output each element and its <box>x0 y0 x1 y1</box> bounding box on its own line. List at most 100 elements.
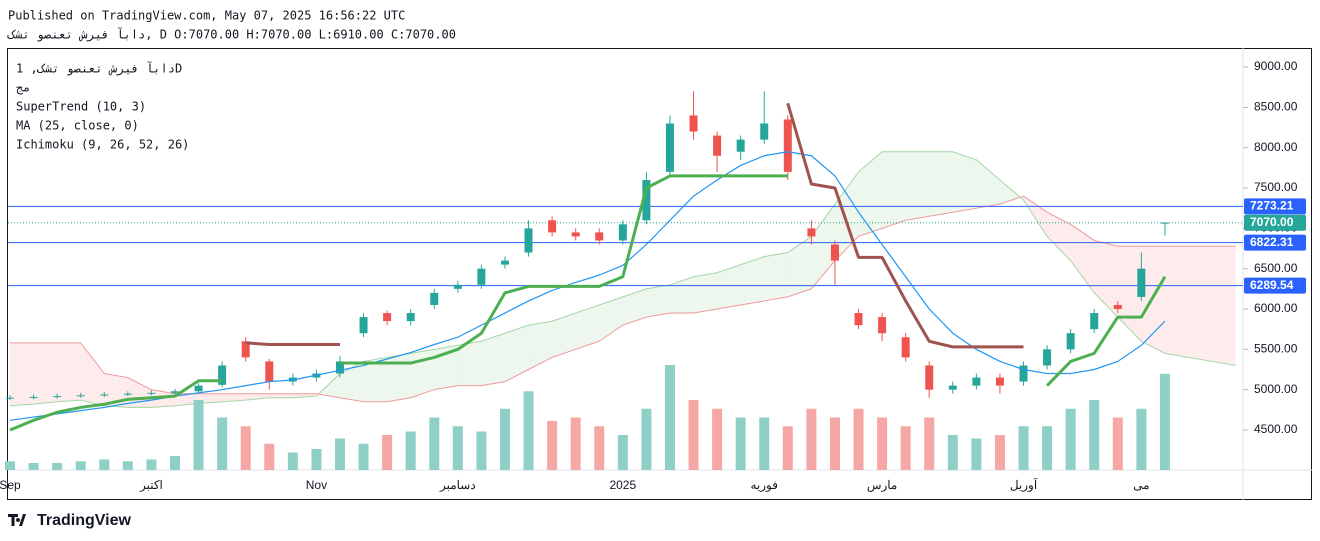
y-tick-label: 6500.00 <box>1254 261 1298 275</box>
candle-body <box>854 313 863 326</box>
candle-body <box>194 385 203 392</box>
candle-body <box>995 377 1004 386</box>
price-label: 6822.31 <box>1250 235 1294 249</box>
volume-bar <box>1018 426 1029 470</box>
span-b <box>10 195 1236 403</box>
cloud <box>457 341 482 386</box>
volume-bar <box>900 426 911 470</box>
x-tick-label: Nov <box>306 478 327 492</box>
candle-body <box>618 224 627 241</box>
volume-bar <box>617 435 628 470</box>
volume-bar <box>759 417 770 470</box>
cloud <box>33 342 58 405</box>
published: Published on TradingView.com, May 07, 20… <box>8 9 405 23</box>
volume-bar <box>641 408 652 470</box>
candle-body <box>100 394 109 396</box>
legend-indicator: Ichimoku (9, 26, 52, 26) <box>16 138 189 152</box>
x-tick-label: فوریه <box>750 478 778 492</box>
candle-body <box>760 123 769 140</box>
legend-indicator: MA (25, close, 0) <box>16 119 139 133</box>
candle-body <box>901 337 910 358</box>
candle-body <box>736 139 745 152</box>
cloud <box>339 361 364 402</box>
volume-bar <box>499 408 510 470</box>
symbol-line: دابآ فیرش تعنصو تشک, D O:7070.00 H:7070.… <box>7 27 456 43</box>
volume-bar <box>193 400 204 470</box>
candle-body <box>595 232 604 241</box>
cloud <box>552 313 576 358</box>
price-label: 7273.21 <box>1250 198 1294 212</box>
cloud <box>905 151 930 221</box>
cloud <box>363 357 388 402</box>
x-tick-label: مارس <box>867 478 898 492</box>
plot: 4500.005000.005500.006000.006500.007000.… <box>0 59 1306 492</box>
cloud <box>717 264 741 310</box>
candle-body <box>241 341 250 358</box>
cloud <box>858 151 883 237</box>
volume-bar <box>240 426 251 470</box>
volume-bar <box>924 417 935 470</box>
x-tick-label: Sep <box>0 478 21 492</box>
candle-body <box>477 268 486 285</box>
volume-bar <box>264 443 275 470</box>
volume-bar <box>334 438 345 470</box>
cloud <box>245 393 270 401</box>
cloud <box>693 272 718 314</box>
cloud <box>10 342 34 406</box>
candle-body <box>524 228 533 253</box>
cloud <box>1047 212 1071 261</box>
cloud <box>882 151 906 229</box>
price-label: 6289.54 <box>1250 278 1294 292</box>
cloud <box>976 159 1000 209</box>
candle-body <box>1066 333 1075 350</box>
y-tick-label: 5500.00 <box>1254 342 1298 356</box>
volume-bar <box>971 438 982 470</box>
x-tick-label: می <box>1133 478 1149 492</box>
volume-bar <box>1159 373 1170 470</box>
candle-body <box>265 361 274 382</box>
y-tick-label: 4500.00 <box>1254 422 1298 436</box>
volume-bar <box>1112 417 1123 470</box>
cloud <box>387 353 411 402</box>
x-tick-label: اکتبر <box>139 478 163 492</box>
candle-body <box>972 377 981 386</box>
cloud <box>787 236 812 297</box>
cloud <box>504 325 529 382</box>
candle-body <box>807 228 816 237</box>
cloud <box>622 288 647 326</box>
volume-bar <box>829 417 840 470</box>
candle-body <box>6 397 14 399</box>
legend-indicator: SuperTrend (10, 3) <box>16 100 146 114</box>
volume-bar <box>169 456 180 470</box>
candle-body <box>548 220 557 233</box>
legend-exchange: مج <box>16 81 30 95</box>
volume-bar <box>1065 408 1076 470</box>
candle-body <box>335 361 344 374</box>
cloud <box>57 342 81 402</box>
volume-bar <box>594 426 605 470</box>
span-a <box>9 151 1236 408</box>
candle-body <box>218 365 227 385</box>
cloud <box>1070 224 1095 293</box>
volume-bar <box>1089 400 1100 470</box>
cloud <box>1188 246 1213 362</box>
cloud <box>952 151 977 213</box>
candle-body <box>1043 349 1052 366</box>
legend-symbol: دابآ فیرش تعنصو تشک, 1D <box>16 61 182 77</box>
candle-body <box>147 392 156 394</box>
candle-body <box>500 260 509 265</box>
x-tick-label: دسامبر <box>439 478 476 492</box>
candle-body <box>53 396 62 398</box>
price-label-bg <box>1244 214 1306 231</box>
volume-bar <box>688 400 699 470</box>
y-tick-label: 5000.00 <box>1254 382 1298 396</box>
candle-body <box>76 395 85 397</box>
candle-body <box>1160 222 1169 224</box>
volume-bar <box>853 408 864 470</box>
candle-body <box>453 284 462 289</box>
candle-body <box>783 119 792 172</box>
candle-body <box>383 313 392 322</box>
supertrend-up <box>9 174 1167 432</box>
